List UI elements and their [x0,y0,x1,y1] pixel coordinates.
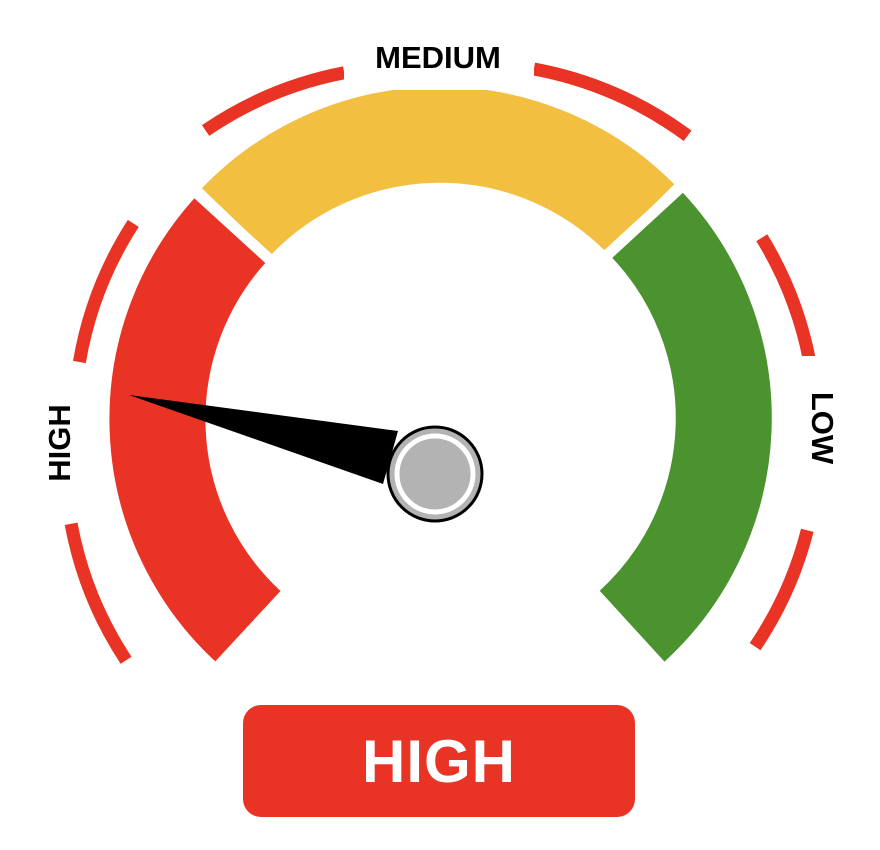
gauge-label-medium: MEDIUM [375,40,501,75]
gauge-zone-low [599,191,772,662]
gauge-label-high: HIGH [42,404,77,482]
separator-medium-low [599,167,702,263]
label-plate-high [30,365,98,520]
gauge-zone-high [109,195,282,662]
gauge-needle [129,395,398,484]
outer-ring-left-upper [72,219,139,364]
separator-high-medium [173,170,277,267]
status-label: HIGH [362,727,516,795]
outer-ring-left-lower [64,522,132,664]
gauge-zone-medium [201,86,675,256]
outer-ring-top-left [201,66,346,136]
outer-ring [64,62,816,664]
status-badge: HIGH [243,705,635,817]
gauge-label-low: LOW [805,392,840,465]
gauge-zones [109,86,772,662]
outer-ring-top-right [532,62,692,142]
outer-ring-right-upper [756,234,816,361]
label-plate-medium [344,28,534,90]
outer-ring-right-lower [749,528,814,651]
gauge-needle-hub-inner [394,433,476,515]
label-plate-low [790,356,860,506]
zone-separators [173,167,702,267]
